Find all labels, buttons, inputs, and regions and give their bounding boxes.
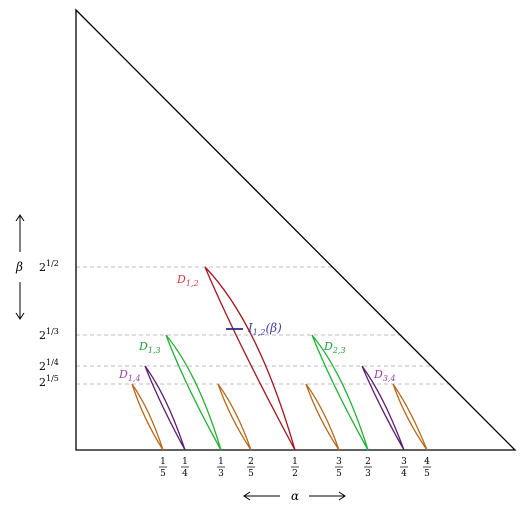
triangle-outline	[75, 8, 517, 451]
y-tick-label: 21/4	[39, 358, 59, 373]
svg-text:3: 3	[365, 469, 371, 479]
alpha-right-arrowhead	[338, 491, 346, 501]
x-tick-label: 4 5	[423, 457, 431, 479]
x-tick-labels: 1 5 1 4 1 3 2 5 1 2 3 5 2	[159, 457, 431, 479]
x-tick-label: 2 3	[364, 457, 372, 479]
y-tick-label: 21/5	[39, 374, 59, 389]
x-tick-label: 1 3	[217, 457, 225, 479]
y-tick-label: 21/3	[39, 327, 59, 342]
beta-axis-label: β	[15, 260, 23, 274]
label-d14: D1,4	[118, 368, 141, 383]
x-tick-label: 1 4	[181, 457, 189, 479]
label-d34: D3,4	[373, 368, 396, 383]
label-i12: I1,2(β)	[247, 321, 282, 337]
label-d12: D1,2	[176, 273, 199, 288]
beta-axis-indicator	[15, 214, 25, 320]
guide-lines	[76, 266, 452, 385]
svg-text:4: 4	[401, 469, 407, 479]
x-tick-label: 1 2	[291, 457, 299, 479]
alpha-left-arrowhead	[243, 491, 251, 501]
svg-text:2: 2	[292, 469, 298, 479]
y-tick-labels: 21/2 21/3 21/4 21/5	[39, 259, 59, 389]
svg-text:2: 2	[365, 457, 371, 467]
lens-orange-1	[131, 383, 164, 451]
beta-up-arrowhead	[15, 214, 25, 222]
svg-text:1: 1	[292, 457, 298, 467]
svg-text:3: 3	[401, 457, 407, 467]
lens-orange-3	[305, 383, 340, 451]
label-d13: D1,3	[138, 340, 161, 355]
svg-text:3: 3	[336, 457, 342, 467]
svg-text:4: 4	[424, 457, 430, 467]
svg-text:1: 1	[160, 457, 166, 467]
x-tick-label: 1 5	[159, 457, 167, 479]
svg-text:5: 5	[248, 469, 254, 479]
svg-text:5: 5	[336, 469, 342, 479]
svg-text:1: 1	[218, 457, 224, 467]
svg-text:2: 2	[248, 457, 254, 467]
svg-text:5: 5	[424, 469, 430, 479]
lens-orange-4	[392, 383, 428, 451]
x-tick-label: 2 5	[247, 457, 255, 479]
y-tick-label: 21/2	[39, 259, 59, 274]
beta-down-arrowhead	[15, 312, 25, 320]
x-tick-label: 3 5	[335, 457, 343, 479]
x-tick-label: 3 4	[400, 457, 408, 479]
svg-text:3: 3	[218, 469, 224, 479]
lens-d34	[361, 365, 405, 451]
lens-d12	[204, 266, 296, 451]
label-d23: D2,3	[323, 340, 346, 355]
svg-text:1: 1	[182, 457, 188, 467]
lens-orange-2	[217, 383, 252, 451]
lens-d14	[144, 365, 186, 451]
svg-text:5: 5	[160, 469, 166, 479]
alpha-axis-label: α	[291, 489, 299, 503]
svg-text:4: 4	[182, 469, 188, 479]
lens-d13	[165, 334, 222, 451]
lens-d23	[311, 334, 369, 451]
alpha-axis-indicator	[243, 491, 346, 501]
